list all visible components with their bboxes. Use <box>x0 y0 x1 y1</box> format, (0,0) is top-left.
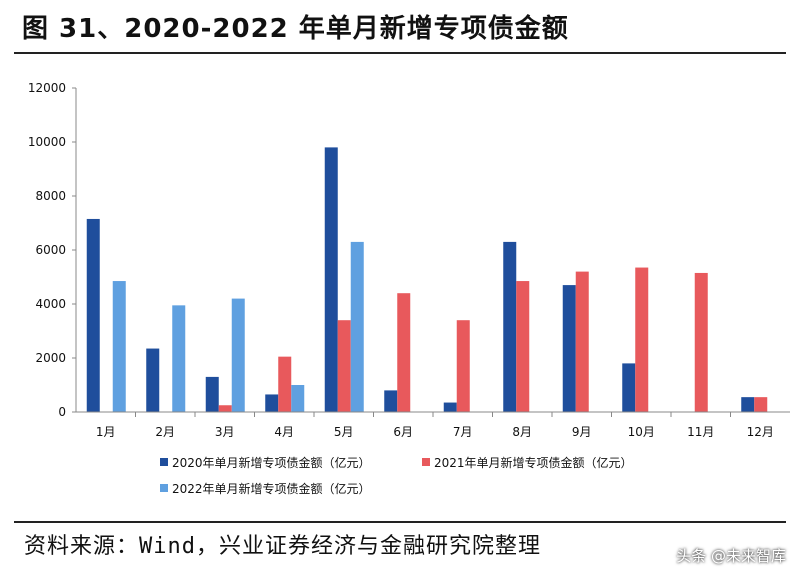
legend: 2020年单月新增专项债金额（亿元） 2021年单月新增专项债金额（亿元） 2022… <box>160 455 633 496</box>
legend-label: 2021年单月新增专项债金额（亿元） <box>434 455 633 470</box>
y-tick-label: 0 <box>58 405 66 419</box>
bar-series-2 <box>575 271 589 412</box>
y-tick-label: 8000 <box>35 189 66 203</box>
bar-series-2 <box>694 272 708 412</box>
x-tick-label: 2月 <box>155 425 175 439</box>
x-tick-label: 7月 <box>453 425 473 439</box>
x-tick-label: 6月 <box>393 425 413 439</box>
y-axis: 0 2000 4000 6000 8000 10000 12000 <box>28 81 77 419</box>
y-tick-label: 12000 <box>28 81 66 95</box>
x-tick-label: 8月 <box>512 425 532 439</box>
bar-series-1 <box>146 348 160 412</box>
bar-series-3 <box>172 305 186 412</box>
legend-swatch <box>160 484 168 492</box>
title-divider <box>14 52 786 54</box>
bar-series-2 <box>516 281 530 412</box>
bar-series-2 <box>218 405 232 412</box>
bar-series-1 <box>324 147 338 412</box>
legend-label: 2020年单月新增专项债金额（亿元） <box>172 455 371 470</box>
bar-series-2 <box>456 320 470 412</box>
legend-swatch <box>422 458 430 466</box>
x-tick-label: 10月 <box>628 425 655 439</box>
legend-label: 2022年单月新增专项债金额（亿元） <box>172 481 371 496</box>
y-tick-label: 10000 <box>28 135 66 149</box>
bar-series-1 <box>741 397 755 412</box>
bar-series-2 <box>397 293 411 412</box>
bar-series-1 <box>562 285 576 412</box>
y-tick-label: 2000 <box>35 351 66 365</box>
x-tick-label: 3月 <box>215 425 235 439</box>
source-note: 资料来源：Wind，兴业证券经济与金融研究院整理 <box>24 534 541 559</box>
legend-swatch <box>160 458 168 466</box>
bar-series-2 <box>635 267 649 412</box>
x-tick-label: 11月 <box>687 425 714 439</box>
bar-series-1 <box>205 376 219 412</box>
y-tick-label: 4000 <box>35 297 66 311</box>
bar-series-1 <box>265 394 279 412</box>
x-tick-label: 9月 <box>572 425 592 439</box>
bar-series-1 <box>503 241 517 412</box>
x-tick-label: 1月 <box>96 425 116 439</box>
x-tick-label: 5月 <box>334 425 354 439</box>
bar-series-3 <box>291 385 305 412</box>
bar-series-1 <box>384 390 398 412</box>
x-tick-label: 4月 <box>274 425 294 439</box>
page-title: 图 31、2020-2022 年单月新增专项债金额 <box>22 14 569 44</box>
bars <box>86 147 768 412</box>
watermark: 头条 @未来智库 <box>676 547 786 565</box>
x-axis: 1月 2月 3月 4月 5月 6月 7月 8月 9月 10月 11月 12月 <box>76 411 790 439</box>
bar-chart: 0 2000 4000 6000 8000 10000 12000 1月 2月 3月 4月 5月 6月… <box>28 81 790 496</box>
bar-series-2 <box>754 397 768 412</box>
y-tick-label: 6000 <box>35 243 66 257</box>
bar-series-3 <box>231 298 245 412</box>
source-divider <box>14 521 786 523</box>
bar-series-2 <box>337 320 351 412</box>
bar-series-3 <box>350 241 364 412</box>
bar-series-3 <box>112 281 126 412</box>
bar-series-1 <box>86 218 100 412</box>
x-tick-label: 12月 <box>747 425 774 439</box>
bar-series-2 <box>278 356 292 412</box>
bar-series-1 <box>443 402 457 412</box>
bar-series-1 <box>622 363 636 412</box>
